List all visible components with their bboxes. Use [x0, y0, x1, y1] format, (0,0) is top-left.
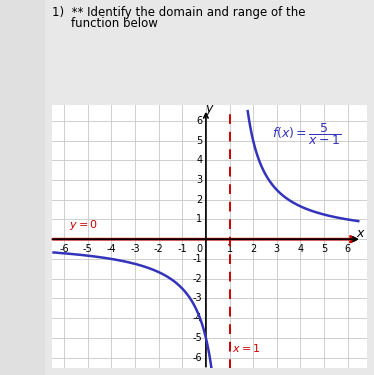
Text: -2: -2 — [154, 244, 163, 254]
Text: $y=0$: $y=0$ — [69, 218, 98, 232]
Text: -5: -5 — [83, 244, 93, 254]
Text: function below: function below — [71, 17, 158, 30]
Text: 3: 3 — [196, 175, 202, 185]
Text: 1)  ** Identify the domain and range of the: 1) ** Identify the domain and range of t… — [52, 6, 306, 19]
Text: -6: -6 — [59, 244, 69, 254]
Text: -4: -4 — [107, 244, 116, 254]
Text: -1: -1 — [178, 244, 187, 254]
Text: $x$: $x$ — [356, 227, 365, 240]
Text: -1: -1 — [193, 254, 202, 264]
Text: $y$: $y$ — [205, 103, 215, 117]
Text: -2: -2 — [193, 274, 202, 284]
Text: -5: -5 — [193, 333, 202, 343]
Text: 4: 4 — [196, 155, 202, 165]
Text: 3: 3 — [274, 244, 280, 254]
Text: -4: -4 — [193, 313, 202, 323]
Text: 2: 2 — [196, 195, 202, 205]
Text: -3: -3 — [130, 244, 140, 254]
Text: 4: 4 — [297, 244, 303, 254]
Text: -3: -3 — [193, 293, 202, 303]
Text: 6: 6 — [344, 244, 351, 254]
Text: -6: -6 — [193, 352, 202, 363]
Text: 0: 0 — [196, 244, 202, 254]
Text: 5: 5 — [321, 244, 327, 254]
Text: 1: 1 — [196, 214, 202, 225]
Text: 5: 5 — [196, 135, 202, 146]
Text: $f(x)=\dfrac{5}{x-1}$: $f(x)=\dfrac{5}{x-1}$ — [272, 121, 341, 147]
Text: $x=1$: $x=1$ — [232, 342, 260, 354]
Text: 1: 1 — [226, 244, 233, 254]
Text: 6: 6 — [196, 116, 202, 126]
Text: 2: 2 — [250, 244, 256, 254]
